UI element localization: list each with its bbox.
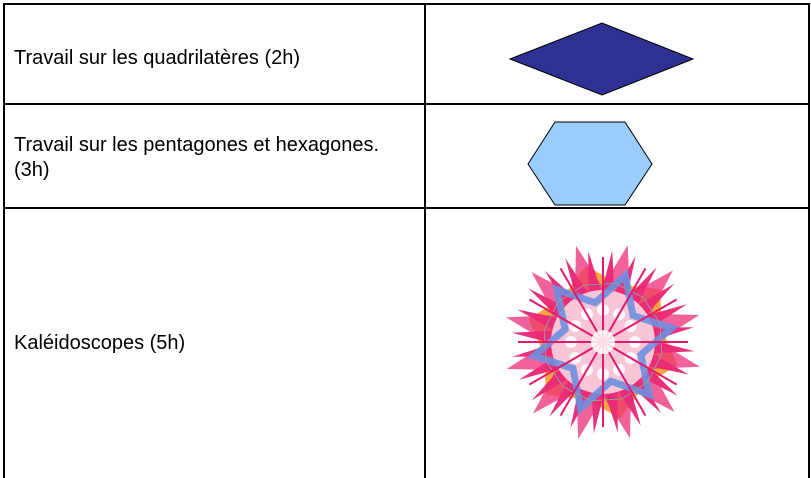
table-border	[3, 3, 810, 5]
kaleidoscope-part	[602, 267, 647, 343]
activity-label: Travail sur les quadrilatères (2h)	[14, 47, 301, 69]
table-border	[808, 3, 810, 478]
rhombus	[508, 22, 695, 96]
kaleidoscope-image	[506, 245, 700, 439]
row-divider	[3, 207, 810, 209]
kaleidoscope-part	[528, 298, 604, 343]
activity-label: Kaléidoscopes (5h)	[14, 332, 186, 354]
kaleidoscope-part	[543, 282, 663, 402]
kaleidoscope-part	[559, 267, 604, 343]
activity-label: Travail sur les pentagones et hexagones.…	[14, 134, 380, 181]
kaleidoscope-part	[527, 268, 679, 416]
kaleidoscope-part	[602, 341, 678, 386]
kaleidoscope-part	[528, 341, 604, 386]
kaleidoscope-part	[602, 341, 647, 417]
kaleidoscope-part	[559, 341, 604, 417]
kaleidoscope-part	[602, 298, 678, 343]
kaleidoscope-part	[591, 330, 615, 354]
column-divider	[424, 3, 426, 478]
row-divider	[3, 103, 810, 105]
table-border	[3, 3, 5, 478]
hexagon	[527, 121, 653, 206]
